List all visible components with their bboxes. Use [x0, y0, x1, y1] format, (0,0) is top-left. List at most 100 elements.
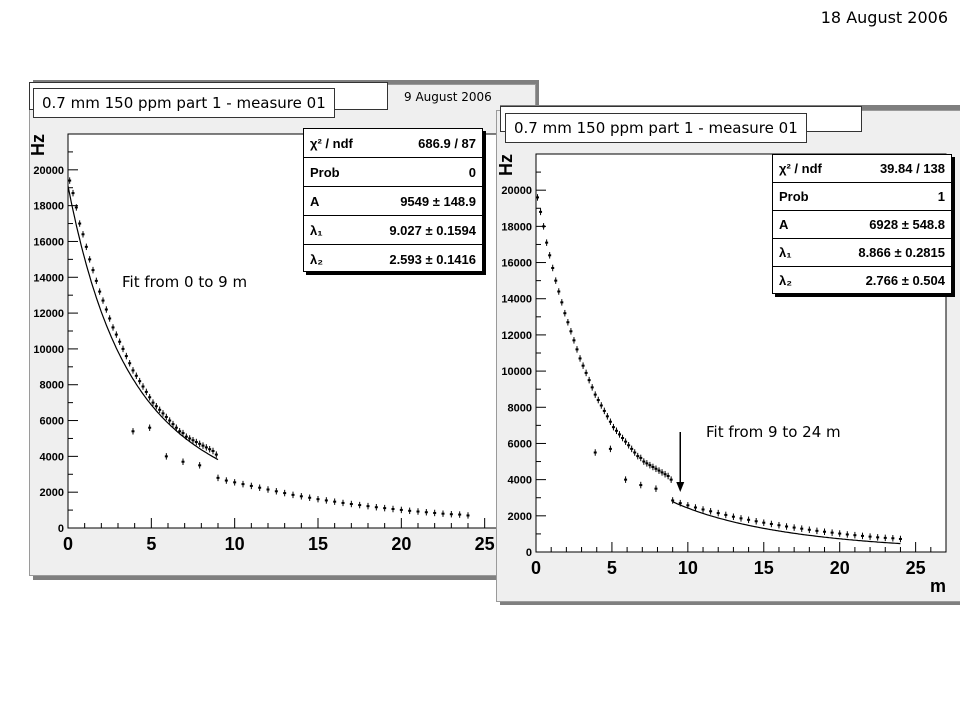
- right-stats-chi2: χ² / ndf 39.84 / 138: [773, 155, 951, 183]
- data-point: [815, 529, 819, 532]
- data-point: [158, 408, 162, 411]
- data-point: [111, 326, 115, 329]
- data-point: [660, 471, 664, 474]
- data-point: [341, 501, 345, 504]
- left-stats-box: χ² / ndf 686.9 / 87 Prob 0 A 9549 ± 148.9 λ…: [303, 128, 483, 272]
- y-tick-label: 0: [58, 523, 64, 535]
- y-tick-label: 12000: [501, 330, 532, 342]
- data-point: [164, 415, 168, 418]
- data-point: [138, 380, 142, 383]
- data-point: [566, 321, 570, 324]
- data-point: [575, 348, 579, 351]
- data-point: [551, 266, 555, 269]
- data-point: [709, 510, 713, 513]
- data-point: [424, 511, 428, 514]
- right-stats-prob: Prob 1: [773, 183, 951, 211]
- data-point: [785, 525, 789, 528]
- data-point: [593, 393, 597, 396]
- data-point: [94, 279, 98, 282]
- data-point: [208, 448, 212, 451]
- y-tick-label: 20000: [33, 165, 64, 177]
- y-tick-label: 4000: [508, 475, 532, 487]
- data-point: [651, 465, 655, 468]
- x-tick-label: 25: [906, 558, 926, 578]
- x-tick-label: 5: [146, 534, 156, 554]
- y-tick-label: 8000: [508, 402, 532, 414]
- data-point: [114, 333, 118, 336]
- data-point: [144, 390, 148, 393]
- data-point: [308, 496, 312, 499]
- data-point: [542, 225, 546, 228]
- y-tick-label: 2000: [508, 511, 532, 523]
- data-point: [739, 517, 743, 520]
- y-axis-label: Hz: [30, 134, 48, 156]
- data-point: [131, 430, 135, 433]
- data-point: [578, 357, 582, 360]
- x-tick-label: 20: [830, 558, 850, 578]
- fit-curve: [67, 185, 219, 461]
- data-point: [633, 451, 637, 454]
- x-tick-label: 5: [607, 558, 617, 578]
- data-point: [678, 502, 682, 505]
- data-point: [898, 537, 902, 540]
- data-point: [792, 526, 796, 529]
- data-point: [358, 504, 362, 507]
- y-tick-label: 0: [526, 547, 532, 559]
- data-point: [164, 455, 168, 458]
- data-point: [716, 512, 720, 515]
- data-point: [181, 460, 185, 463]
- data-point: [91, 269, 95, 272]
- x-tick-label: 20: [391, 534, 411, 554]
- data-point: [560, 301, 564, 304]
- left-chart-title: 0.7 mm 150 ppm part 1 - measure 01: [33, 88, 335, 118]
- data-point: [174, 426, 178, 429]
- data-point: [663, 473, 667, 476]
- data-point: [108, 317, 112, 320]
- data-point: [636, 455, 640, 458]
- data-point: [121, 347, 125, 350]
- data-point: [391, 508, 395, 511]
- left-panel-date: 9 August 2006: [404, 90, 492, 104]
- data-point: [181, 432, 185, 435]
- y-tick-label: 14000: [501, 294, 532, 306]
- data-point: [466, 514, 470, 517]
- data-point: [148, 426, 152, 429]
- data-point: [563, 312, 567, 315]
- data-point: [593, 451, 597, 454]
- data-point: [830, 531, 834, 534]
- data-point: [81, 233, 85, 236]
- data-point: [191, 439, 195, 442]
- data-point: [198, 464, 202, 467]
- data-point: [572, 339, 576, 342]
- data-point: [171, 423, 175, 426]
- data-point: [74, 206, 78, 209]
- data-point: [433, 511, 437, 514]
- data-point: [611, 426, 615, 429]
- data-point: [627, 444, 631, 447]
- x-tick-label: 15: [754, 558, 774, 578]
- right-chart: 0 5 10 15 20 25 0 2000 4000 6000 8000 10000 12000 140…: [498, 153, 947, 596]
- data-point: [654, 467, 658, 470]
- data-point: [441, 512, 445, 515]
- data-point: [71, 192, 75, 195]
- data-point: [800, 527, 804, 530]
- data-point: [554, 279, 558, 282]
- data-point: [860, 534, 864, 537]
- y-tick-label: 18000: [501, 221, 532, 233]
- data-point: [154, 405, 158, 408]
- data-point: [599, 404, 603, 407]
- data-point: [68, 179, 72, 182]
- data-point: [399, 508, 403, 511]
- left-stats-lambda2: λ₂ 2.593 ± 0.1416: [310, 251, 476, 267]
- x-tick-label: 0: [63, 534, 73, 554]
- data-point: [148, 396, 152, 399]
- left-stats-chi2: χ² / ndf 686.9 / 87: [304, 129, 482, 158]
- y-tick-label: 2000: [40, 487, 64, 499]
- data-point: [88, 258, 92, 261]
- data-point: [78, 222, 82, 225]
- data-point: [104, 308, 108, 311]
- y-axis-label: Hz: [498, 154, 516, 176]
- data-point: [366, 505, 370, 508]
- data-point: [324, 499, 328, 502]
- left-fit-annotation: Fit from 0 to 9 m: [122, 273, 248, 291]
